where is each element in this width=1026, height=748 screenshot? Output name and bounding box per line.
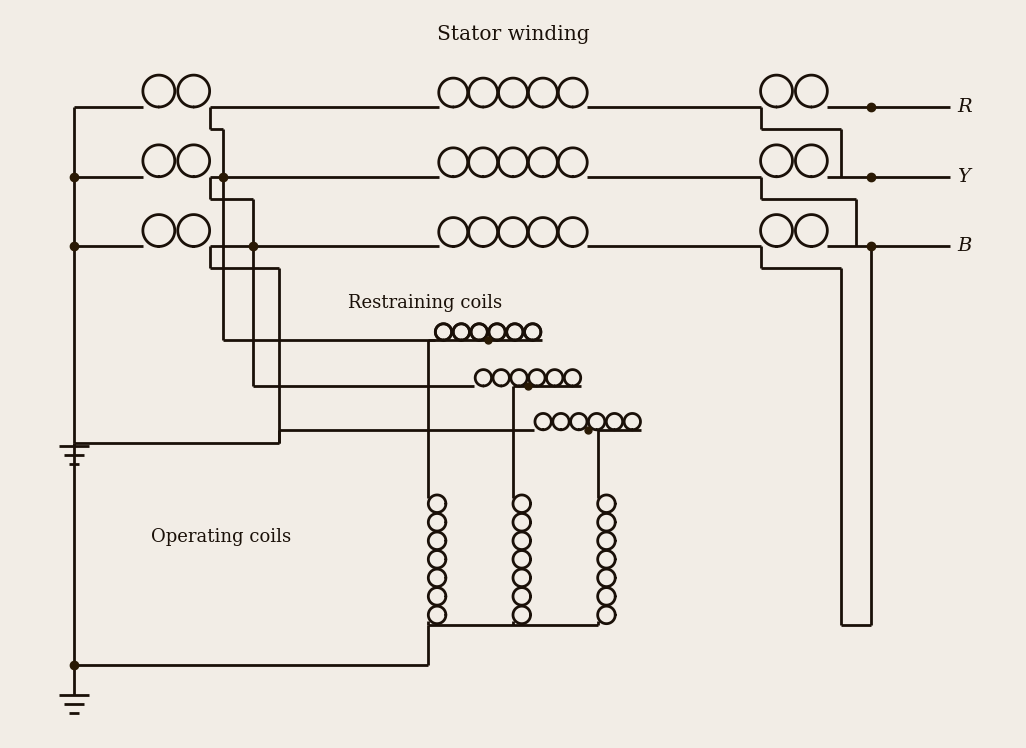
Text: B: B (957, 237, 972, 256)
Text: R: R (957, 98, 972, 116)
Text: Operating coils: Operating coils (151, 528, 291, 546)
Text: Y: Y (957, 168, 971, 186)
Text: Restraining coils: Restraining coils (348, 294, 503, 312)
Text: Stator winding: Stator winding (437, 25, 589, 44)
